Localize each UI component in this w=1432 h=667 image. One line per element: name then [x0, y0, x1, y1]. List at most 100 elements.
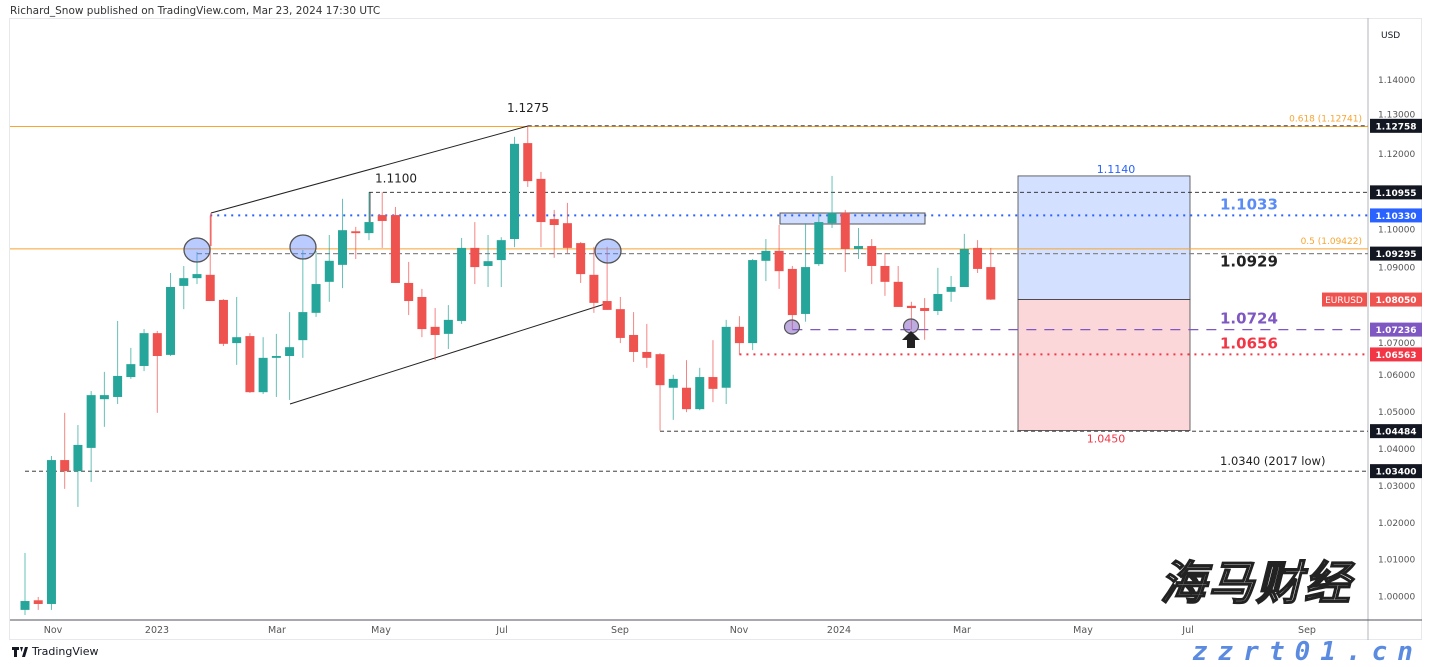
price-badge	[1370, 208, 1422, 223]
x-tick-label: Mar	[268, 625, 286, 636]
candle-body	[682, 387, 691, 410]
level-annotation: 1.0929	[1220, 253, 1278, 271]
level-annotation: 1.0340 (2017 low)	[1220, 454, 1325, 468]
x-tick-label: Jul	[1181, 625, 1193, 636]
candle-body	[801, 267, 811, 314]
candle-body	[245, 336, 255, 393]
candle-body	[642, 351, 652, 358]
level-annotation: 1.0656	[1220, 334, 1278, 352]
tradingview-logo[interactable]: TradingView	[12, 645, 98, 658]
x-tick-label: Sep	[1298, 625, 1316, 636]
candle-body	[364, 222, 374, 234]
candle-body	[695, 377, 705, 410]
y-tick-label: 1.10000	[1378, 225, 1415, 235]
candle-body	[139, 333, 149, 366]
watermark-site: zzrt01.cn	[1192, 637, 1423, 667]
candle-body	[774, 250, 784, 272]
position-stop-zone	[1017, 299, 1191, 431]
candle-body	[959, 249, 969, 288]
candle-body	[496, 240, 506, 261]
x-tick-label: Nov	[44, 625, 63, 636]
last-price-label: 1.08050	[1376, 296, 1417, 306]
y-tick-label: 1.00000	[1378, 593, 1415, 603]
double-top-marker	[289, 234, 317, 260]
y-tick-label: 1.09000	[1378, 264, 1415, 274]
candle-body	[761, 250, 771, 261]
price-badge-label: 1.12758	[1376, 122, 1417, 132]
y-tick-label: 1.14000	[1378, 76, 1415, 86]
level-annotation: 1.1033	[1220, 195, 1278, 213]
price-badge-label: 1.10330	[1376, 212, 1417, 222]
candle-body	[60, 460, 70, 472]
level-annotation: 1.0724	[1220, 310, 1278, 328]
currency-label: USD	[1381, 31, 1400, 41]
y-tick-label: 1.07000	[1378, 339, 1415, 349]
y-tick-label: 1.05000	[1378, 408, 1415, 418]
candle-body	[602, 301, 612, 310]
candle-body	[390, 215, 400, 283]
price-badge-label: 1.06563	[1376, 351, 1417, 361]
candle-body	[271, 356, 281, 358]
candle-body	[338, 230, 348, 265]
candle-body	[933, 294, 943, 311]
symbol-badge	[1322, 292, 1367, 307]
candle-body	[708, 377, 718, 389]
price-badge-label: 1.04484	[1376, 428, 1417, 438]
price-badge	[1370, 118, 1422, 133]
last-price-badge	[1370, 292, 1422, 307]
x-tick-label: Jul	[495, 625, 507, 636]
price-badge-label: 1.09295	[1376, 250, 1417, 260]
candle-body	[576, 243, 586, 275]
candle-body	[470, 247, 480, 268]
y-tick-label: 1.03000	[1378, 482, 1415, 492]
candle-body	[973, 247, 983, 269]
target-label: 1.1140	[1097, 163, 1136, 176]
candle-body	[457, 247, 467, 321]
candle-body	[748, 260, 758, 344]
candle-body	[86, 395, 96, 448]
candle-body	[20, 601, 30, 610]
y-tick-label: 1.04000	[1378, 445, 1415, 455]
support-touch-marker	[783, 319, 801, 335]
candle-body	[880, 265, 890, 282]
candle-body	[73, 444, 83, 472]
candle-body	[814, 222, 824, 265]
candle-body	[906, 305, 916, 309]
logo-text: TradingView	[32, 645, 99, 658]
x-tick-label: Mar	[953, 625, 971, 636]
price-badge-label: 1.10955	[1376, 189, 1417, 199]
fib-label: 0.5 (1.09422)	[1301, 237, 1362, 247]
high-annotation: 1.1275	[507, 101, 549, 115]
candle-body	[298, 312, 308, 341]
x-tick-label: Sep	[611, 625, 629, 636]
candle-body	[351, 231, 361, 234]
candle-body	[549, 219, 559, 226]
candle-body	[258, 357, 268, 393]
candle-body	[417, 296, 427, 330]
x-tick-label: May	[371, 625, 391, 636]
candle-body	[668, 378, 678, 388]
candle-body	[920, 308, 930, 311]
candle-body	[232, 337, 242, 344]
candle-body	[179, 278, 189, 286]
support-touch-marker	[902, 318, 920, 334]
candle-body	[721, 326, 731, 388]
tradingview-logo-icon	[12, 646, 28, 657]
candle-body	[827, 212, 837, 224]
channel-lower-line	[289, 302, 609, 405]
candle-body	[430, 326, 440, 335]
channel-upper-line	[210, 125, 529, 214]
candle-body	[589, 274, 599, 303]
candle-body	[113, 375, 123, 397]
candle-body	[946, 287, 956, 292]
candle-body	[152, 333, 162, 357]
candle-body	[99, 395, 109, 400]
candle-body	[192, 274, 202, 279]
candle-body	[840, 212, 850, 250]
candle-body	[734, 326, 744, 344]
candle-body	[893, 281, 903, 307]
candle-body	[205, 274, 215, 302]
candle-body	[867, 246, 877, 266]
price-badge	[1370, 246, 1422, 261]
